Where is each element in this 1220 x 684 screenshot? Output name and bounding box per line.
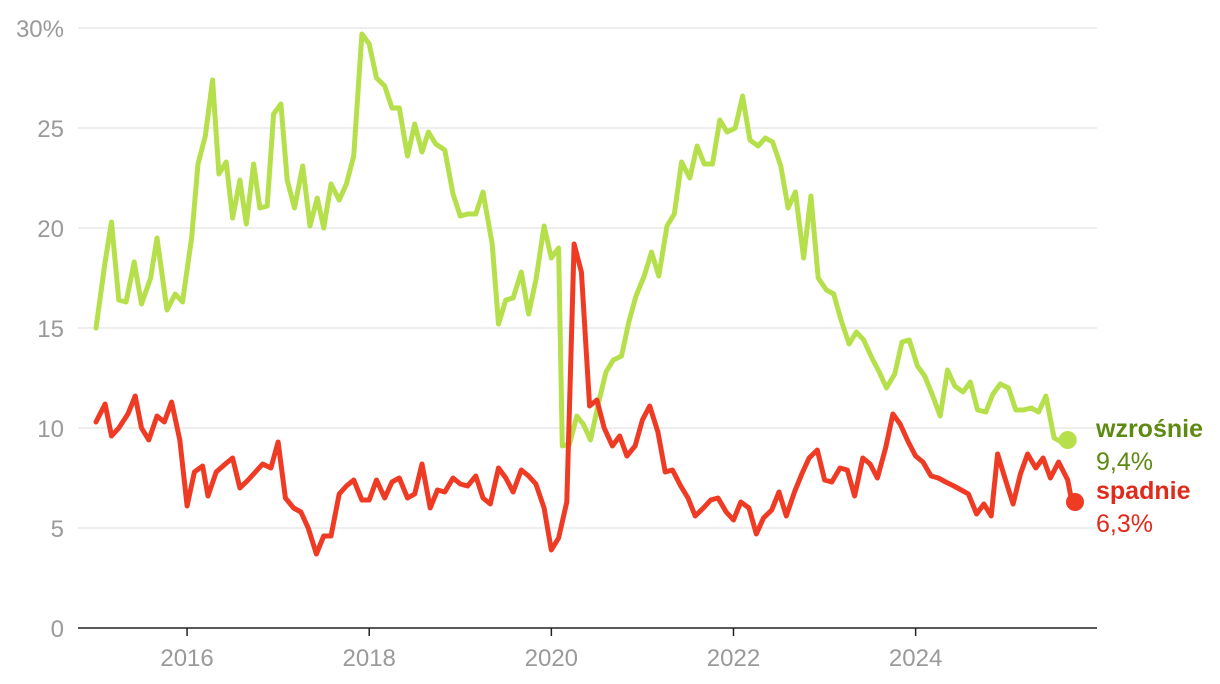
y-tick-label: 30% [16, 16, 64, 43]
series-line-1 [93, 241, 1078, 557]
x-tick-label: 2024 [889, 645, 942, 672]
y-axis-ticks: 0 5 10 15 20 25 30% [16, 16, 64, 643]
y-tick-label: 10 [37, 416, 64, 443]
x-tick-label: 2016 [160, 645, 213, 672]
series-line-0 [93, 31, 1071, 449]
x-tick-label: 2020 [525, 645, 578, 672]
x-tick-label: 2018 [343, 645, 396, 672]
series-end-dot-1 [1066, 493, 1084, 511]
gridlines [78, 27, 1097, 529]
series-lines [93, 31, 1084, 557]
y-tick-label: 25 [37, 116, 64, 143]
x-tick-label: 2022 [707, 645, 760, 672]
y-tick-label: 20 [37, 216, 64, 243]
series-end-value-label: 9,4% [1096, 448, 1153, 476]
y-tick-label: 0 [51, 616, 64, 643]
y-tick-label: 5 [51, 516, 64, 543]
series-end-value-label: 6,3% [1096, 510, 1153, 538]
series-name-label: spadnie [1096, 477, 1191, 505]
series-end-dot-0 [1058, 431, 1077, 449]
series-name-label: wzrośnie [1095, 415, 1203, 443]
x-axis-ticks: 2016 2018 2020 2022 2024 [160, 628, 942, 672]
y-tick-label: 15 [37, 316, 64, 343]
end-labels: wzrośnie 9,4%spadnie 6,3% [1095, 415, 1203, 538]
